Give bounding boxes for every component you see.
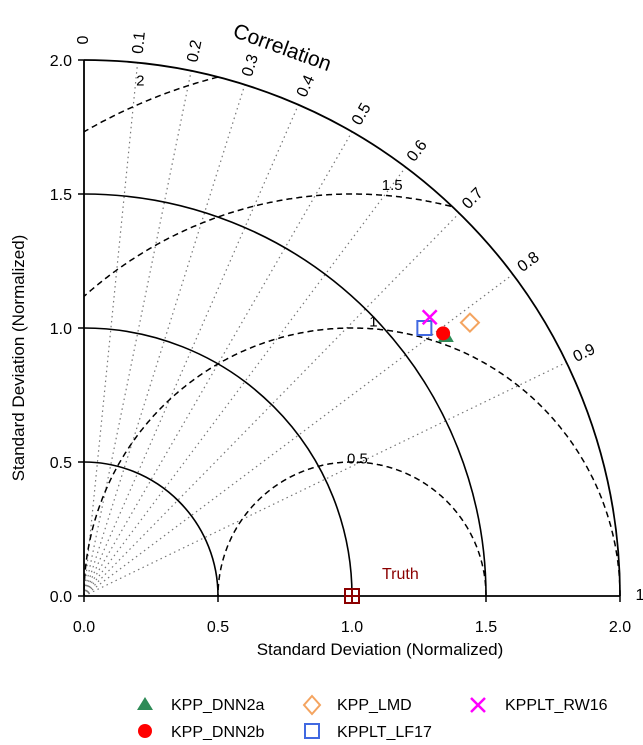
x-tick-label: 1.0 bbox=[341, 619, 363, 636]
rms-contour-1 bbox=[83, 327, 621, 596]
legend-item-kpplt-rw16: KPPLT_RW16 bbox=[470, 697, 608, 714]
correlation-tick-label: 0.5 bbox=[349, 100, 375, 128]
rms-label: 1 bbox=[369, 314, 377, 331]
correlation-tick-label: 0.7 bbox=[459, 185, 487, 213]
legend-label-kpp-dnn2a: KPP_DNN2a bbox=[171, 697, 264, 714]
correlation-tick-label: 0.4 bbox=[294, 73, 319, 100]
rms-contour-2 bbox=[83, 193, 452, 297]
legend: KPP_DNN2a KPP_DNN2b KPP_LMD KPPLT_LF17 K… bbox=[137, 694, 608, 741]
data-point-kpp-lmd bbox=[459, 312, 481, 334]
x-tick-label: 0.5 bbox=[207, 619, 229, 636]
legend-item-kpp-dnn2b: KPP_DNN2b bbox=[138, 724, 264, 741]
legend-marker-triangle bbox=[137, 697, 153, 710]
correlation-tick-label: 0.8 bbox=[515, 249, 543, 276]
reference-label: Truth bbox=[382, 566, 419, 583]
x-tick-label: 1.5 bbox=[475, 619, 497, 636]
data-point-kpp-dnn2b bbox=[436, 326, 451, 341]
correlation-tick-label: 0.6 bbox=[404, 137, 431, 165]
rms-contour-3 bbox=[83, 76, 218, 133]
labels-layer: 0.00.0 0.5 0.5 1.0 1.0 1.5 1.5 2.0 2.0 Standard D… bbox=[9, 19, 643, 659]
legend-label-kpplt-rw16: KPPLT_RW16 bbox=[505, 697, 608, 714]
correlation-tick-label: 1 bbox=[636, 587, 643, 604]
legend-label-kpplt-lf17: KPPLT_LF17 bbox=[337, 724, 432, 741]
data-point-kpplt-rw16 bbox=[421, 309, 438, 326]
legend-marker-diamond bbox=[302, 694, 322, 716]
taylor-diagram: 0.00.0 0.5 0.5 1.0 1.0 1.5 1.5 2.0 2.0 Standard D… bbox=[9, 19, 643, 659]
rms-label: 1.5 bbox=[382, 177, 403, 194]
y-tick-label: 2.0 bbox=[50, 53, 72, 70]
y-axis-title: Standard Deviation (Normalized) bbox=[9, 235, 28, 482]
rms-contour-0 bbox=[217, 461, 487, 596]
x-tick-label: 2.0 bbox=[609, 619, 631, 636]
correlation-tick-label: 0.3 bbox=[239, 52, 262, 78]
legend-item-kpp-dnn2a: KPP_DNN2a bbox=[137, 697, 264, 714]
sd-arc-1 bbox=[83, 327, 353, 597]
y-tick-label: 0.5 bbox=[50, 455, 72, 472]
reference-marker-cross bbox=[345, 589, 359, 603]
points-layer bbox=[344, 309, 481, 604]
correlation-tick-label: 0.1 bbox=[130, 31, 149, 55]
correlation-tick-label: 0.9 bbox=[571, 341, 599, 366]
sd-arc-2 bbox=[83, 193, 487, 597]
x-axis-title: Standard Deviation (Normalized) bbox=[257, 640, 504, 659]
y-tick-label: 1.5 bbox=[50, 187, 72, 204]
legend-marker-x bbox=[470, 697, 486, 713]
sd-arc-3 bbox=[83, 59, 621, 597]
axes-layer bbox=[78, 59, 621, 602]
legend-item-kpplt-lf17: KPPLT_LF17 bbox=[304, 723, 432, 741]
rms-label: 0.5 bbox=[347, 450, 368, 467]
correlation-tick-label: 0 bbox=[75, 35, 92, 44]
sd-arc-0 bbox=[83, 461, 219, 597]
grid-layer bbox=[83, 62, 621, 597]
y-tick-label: 1.0 bbox=[50, 321, 72, 338]
legend-label-kpp-dnn2b: KPP_DNN2b bbox=[171, 724, 264, 741]
rms-label: 2 bbox=[136, 72, 144, 89]
legend-label-kpp-lmd: KPP_LMD bbox=[337, 697, 412, 714]
legend-marker-circle bbox=[138, 724, 152, 738]
correlation-tick-label: 0.2 bbox=[184, 38, 205, 63]
x-tick-label: 0.0 bbox=[73, 619, 95, 636]
legend-item-kpp-lmd: KPP_LMD bbox=[302, 694, 412, 716]
y-tick-label: 0.0 bbox=[50, 589, 72, 606]
legend-marker-square bbox=[304, 723, 320, 739]
